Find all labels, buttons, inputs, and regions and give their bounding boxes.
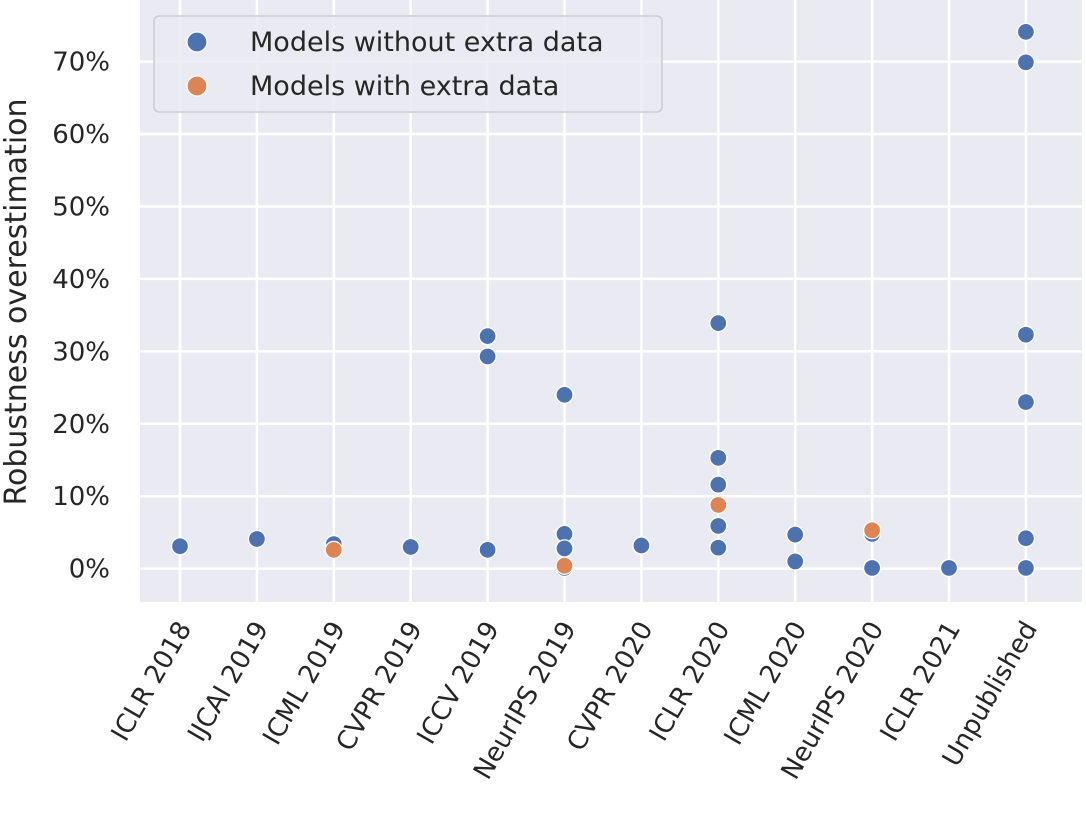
data-point xyxy=(1016,22,1036,42)
data-point xyxy=(709,448,728,467)
data-point xyxy=(862,521,882,540)
legend-marker xyxy=(186,31,208,53)
series-1 xyxy=(324,495,882,575)
data-point xyxy=(401,537,420,557)
data-point xyxy=(247,529,267,549)
data-point xyxy=(1016,529,1036,548)
data-point xyxy=(709,313,728,333)
legend-box xyxy=(153,15,663,113)
data-point xyxy=(478,540,497,559)
y-tick-label: 40% xyxy=(52,265,110,295)
data-point xyxy=(709,495,728,515)
data-point xyxy=(632,536,651,555)
data-point xyxy=(862,558,882,578)
y-tick-label: 10% xyxy=(52,482,110,512)
data-point xyxy=(786,525,805,544)
legend-label: Models without extra data xyxy=(250,27,604,58)
data-point xyxy=(1016,558,1036,578)
data-point xyxy=(939,558,959,578)
legend-marker xyxy=(186,75,208,97)
y-tick-label: 0% xyxy=(69,555,110,585)
y-tick-label: 20% xyxy=(52,410,110,440)
data-point xyxy=(170,537,190,556)
data-point xyxy=(555,385,574,404)
data-point xyxy=(478,326,497,346)
y-axis-ticks: 0% 10% 20% 30% 40% 50% 60% 70% xyxy=(52,48,110,585)
data-point xyxy=(555,539,574,558)
data-point xyxy=(1016,392,1036,412)
data-point xyxy=(709,475,728,494)
y-tick-label: 70% xyxy=(52,48,110,78)
y-tick-label: 30% xyxy=(52,337,110,367)
data-point xyxy=(478,347,497,366)
series-0 xyxy=(170,22,1036,578)
data-point xyxy=(1016,325,1036,344)
y-tick-label: 50% xyxy=(52,192,110,222)
data-point xyxy=(555,556,574,575)
data-point xyxy=(324,540,343,559)
data-point xyxy=(1016,53,1036,72)
legend-label: Models with extra data xyxy=(250,71,559,102)
legend: Models without extra data Models with ext… xyxy=(153,15,663,113)
data-point xyxy=(709,516,728,536)
y-tick-label: 60% xyxy=(52,120,110,150)
data-points xyxy=(170,22,1036,578)
data-point xyxy=(786,552,805,571)
y-axis-label: Robustness overestimation xyxy=(0,98,34,505)
data-point xyxy=(709,538,728,557)
